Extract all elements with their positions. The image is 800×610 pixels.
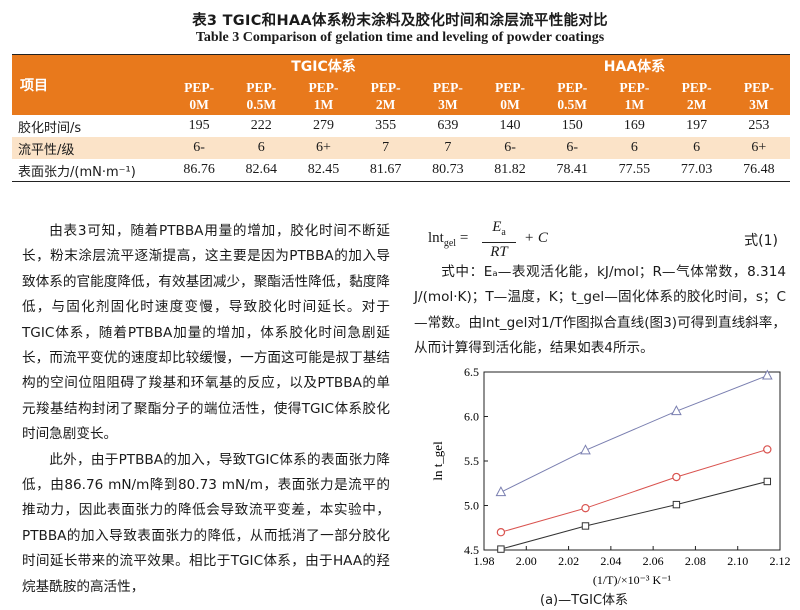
sample-header: PEP- 2M <box>665 77 728 115</box>
table-caption-en: Table 3 Comparison of gelation time and … <box>195 30 605 45</box>
group-header-tgic: TGIC体系 <box>168 54 479 77</box>
x-tick-label: 2.02 <box>558 554 579 568</box>
table-cell: 81.67 <box>354 159 417 182</box>
table-cell: 6+ <box>292 137 355 159</box>
series-line <box>500 448 768 533</box>
table-body: 胶化时间/s 195 222 279 355 639 140 150 169 197 253 流平性/… <box>12 115 790 182</box>
table-cell: 639 <box>416 115 479 137</box>
y-tick-label: 6.0 <box>464 410 479 424</box>
data-point <box>580 444 591 455</box>
table-cell: 6 <box>230 137 293 159</box>
data-point <box>496 527 506 537</box>
paragraph: 此外，由于PTBBA的加入，导致TGIC体系的表面张力降低，由86.76 mN/… <box>22 451 390 595</box>
x-tick-label: 2.00 <box>516 554 537 568</box>
x-tick-label: 2.08 <box>685 554 706 568</box>
data-point <box>672 472 681 482</box>
table-cell: 140 <box>478 115 542 137</box>
figure-caption: (a)—TGIC体系 <box>540 593 629 608</box>
table-cell: 80.73 <box>416 159 479 182</box>
table-cell: 6 <box>603 137 666 159</box>
table-cell: 78.41 <box>541 159 604 182</box>
row-label: 胶化时间/s <box>12 115 168 137</box>
paragraph: 式中：Eₐ—表观活化能，kJ/mol；R—气体常数，8.314 J/(mol·K… <box>414 264 786 357</box>
table-cell: 222 <box>230 115 293 137</box>
paragraph: 由表3可知，随着PTBBA用量的增加，胶化时间不断延长，粉末涂层流平逐渐提高，这… <box>22 223 390 443</box>
y-axis-label: ln t_gel <box>430 441 445 481</box>
table-cell: 77.03 <box>665 159 728 182</box>
sample-header: PEP- 1M <box>603 77 666 115</box>
data-point <box>761 369 773 380</box>
table-cell: 6- <box>478 137 542 159</box>
table-caption-cn: 表3 TGIC和HAA体系粉末涂料及胶化时间和涂层流平性能对比 <box>192 13 608 29</box>
sample-header: PEP- 3M <box>416 77 479 115</box>
data-point <box>671 405 682 416</box>
table-cell: 6 <box>665 137 728 159</box>
table-cell: 81.82 <box>478 159 542 182</box>
series-line <box>500 375 768 493</box>
sample-header: PEP- 3M <box>727 77 790 115</box>
data-point <box>763 477 772 486</box>
x-tick-label: 2.06 <box>643 554 664 568</box>
table-cell: 82.45 <box>292 159 355 182</box>
y-tick-label: 5.0 <box>464 499 479 513</box>
y-tick-label: 5.5 <box>464 454 479 468</box>
table-cell: 197 <box>665 115 728 137</box>
equation-lhs: lntgel = <box>428 230 469 249</box>
table-row: 表面张力/(mN·m⁻¹) 86.76 82.64 82.45 81.67 80.73 81… <box>12 159 790 182</box>
y-tick-label: 6.5 <box>464 365 479 379</box>
data-point <box>581 522 590 530</box>
sample-header: PEP- 0M <box>168 77 231 115</box>
left-column-text: 由表3可知，随着PTBBA用量的增加，胶化时间不断延长，粉末涂层流平逐渐提高，这… <box>22 219 390 600</box>
sample-header: PEP- 0M <box>478 77 542 115</box>
table-cell: 169 <box>603 115 666 137</box>
y-tick-label: 4.5 <box>464 543 479 557</box>
table-cell: 7 <box>416 137 479 159</box>
data-point <box>763 445 772 454</box>
equation-tail: + C <box>524 230 548 246</box>
sample-header: PEP- 0.5M <box>541 77 604 115</box>
comparison-table: 项目 TGIC体系 HAA体系 PEP- 0M PEP- 0.5M PEP- 1M PEP-… <box>12 54 790 182</box>
right-column-text: 式中：Eₐ—表观活化能，kJ/mol；R—气体常数，8.314 J/(mol·K… <box>414 260 786 362</box>
table-cell: 253 <box>727 115 790 137</box>
x-tick-label: 2.10 <box>727 554 748 568</box>
sample-header: PEP- 0.5M <box>230 77 293 115</box>
table-cell: 86.76 <box>168 159 231 182</box>
plot-frame <box>483 371 781 551</box>
table-cell: 82.64 <box>230 159 293 182</box>
table-cell: 195 <box>168 115 231 137</box>
table-cell: 6+ <box>727 137 790 159</box>
data-point <box>581 503 590 513</box>
table-cell: 6- <box>541 137 604 159</box>
table-cell: 279 <box>292 115 355 137</box>
table-cell: 76.48 <box>727 159 790 182</box>
x-axis-label: (1/T)/×10⁻³ K⁻¹ <box>593 573 672 587</box>
table-cell: 6- <box>168 137 231 159</box>
table-row: 胶化时间/s 195 222 279 355 639 140 150 169 197 253 <box>12 115 790 137</box>
group-header-haa: HAA体系 <box>478 54 790 77</box>
row-label: 表面张力/(mN·m⁻¹) <box>12 159 168 182</box>
equation-fraction: Ea RT <box>482 218 516 262</box>
row-label: 流平性/级 <box>12 137 168 159</box>
x-tick-label: 1.98 <box>474 554 495 568</box>
sample-header: PEP- 2M <box>354 77 417 115</box>
table-cell: 150 <box>541 115 604 137</box>
x-tick-label: 2.12 <box>770 554 791 568</box>
table-cell: 355 <box>354 115 417 137</box>
data-point <box>495 486 507 497</box>
equation-number: 式(1) <box>744 233 778 249</box>
table-cell: 7 <box>354 137 417 159</box>
x-tick-label: 2.04 <box>600 554 621 568</box>
item-header: 项目 <box>12 54 168 115</box>
figure-3a-chart: 1.98 2.00 2.02 2.04 2.06 2.08 2.10 2.12 4.5 5.0 5.… <box>430 365 791 587</box>
data-point <box>672 500 681 509</box>
table-cell: 77.55 <box>603 159 666 182</box>
sample-header: PEP- 1M <box>292 77 355 115</box>
sample-header-row: PEP- 0M PEP- 0.5M PEP- 1M PEP- 2M PEP- 3M PEP- 0M PE… <box>12 77 790 115</box>
equation-1: lntgel = Ea RT + C 式(1) <box>420 218 780 260</box>
series-line <box>500 480 768 550</box>
table-row: 流平性/级 6- 6 6+ 7 7 6- 6- 6 6 6+ <box>12 137 790 159</box>
data-point <box>497 545 505 553</box>
